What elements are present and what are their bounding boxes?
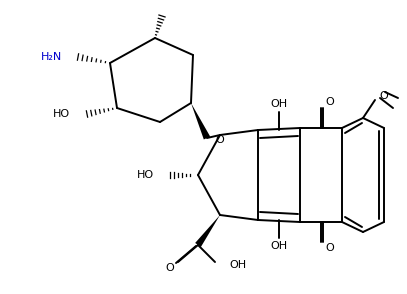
Text: OH: OH [229, 260, 246, 270]
Text: HO: HO [137, 170, 154, 180]
Text: HO: HO [53, 109, 70, 119]
Text: O: O [166, 263, 174, 273]
Text: H₂N: H₂N [41, 52, 62, 62]
Text: O: O [379, 91, 388, 101]
Text: O: O [325, 243, 334, 253]
Polygon shape [195, 215, 220, 247]
Polygon shape [191, 103, 210, 139]
Text: OH: OH [270, 99, 288, 109]
Text: OH: OH [270, 241, 288, 251]
Text: O: O [215, 135, 224, 145]
Text: O: O [325, 97, 334, 107]
